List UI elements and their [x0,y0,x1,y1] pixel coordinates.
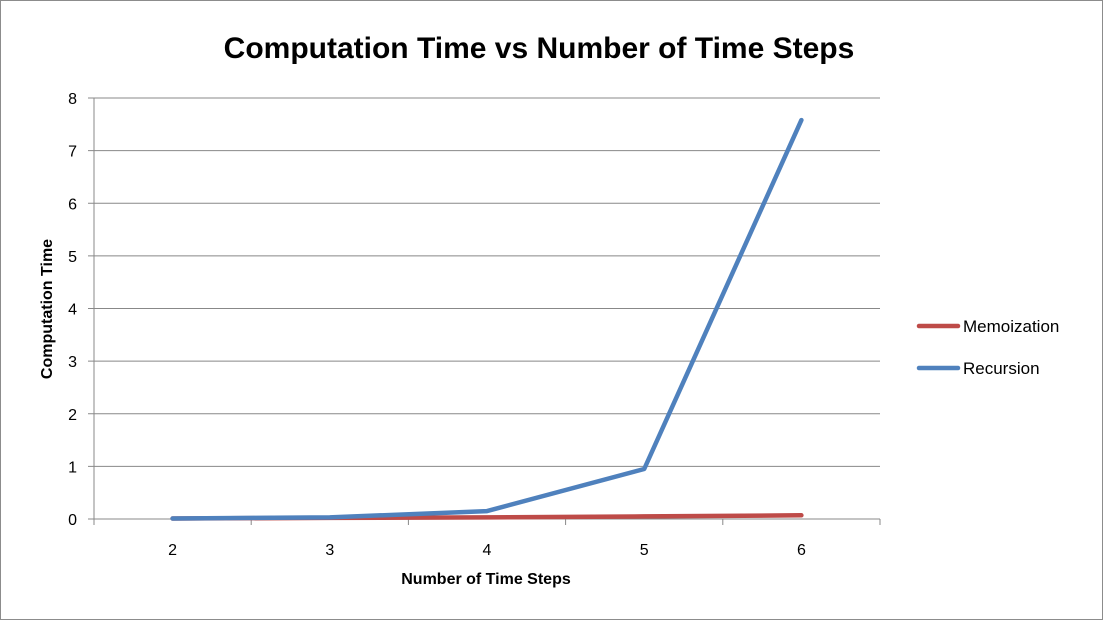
legend-label-memoization: Memoization [963,317,1059,336]
legend-label-recursion: Recursion [963,359,1040,378]
chart-title: Computation Time vs Number of Time Steps [224,32,855,65]
gridlines [94,97,880,467]
x-tick-label: 5 [640,542,649,559]
x-tick-label: 2 [168,542,177,559]
y-tick-label: 8 [68,91,77,108]
series-lines [170,117,804,521]
series-line-recursion [170,117,804,521]
y-tick-label: 5 [68,249,77,266]
y-tick-label: 3 [68,354,77,371]
y-tick-label: 4 [68,302,77,319]
legend: Memoization Recursion [916,317,1059,378]
x-tick-label: 3 [325,542,334,559]
x-tick-label: 6 [797,542,806,559]
x-axis-title: Number of Time Steps [401,571,571,588]
y-tick-label: 7 [68,144,77,161]
y-tick-label: 6 [68,196,77,213]
y-tick-label: 1 [68,459,77,476]
x-tick-label: 4 [483,542,492,559]
y-tick-label: 2 [68,407,77,424]
y-axis-title: Computation Time [39,239,56,379]
axes: 0 1 2 3 4 5 6 7 8 2 3 4 5 6 [68,91,881,559]
y-tick-label: 0 [68,512,77,529]
